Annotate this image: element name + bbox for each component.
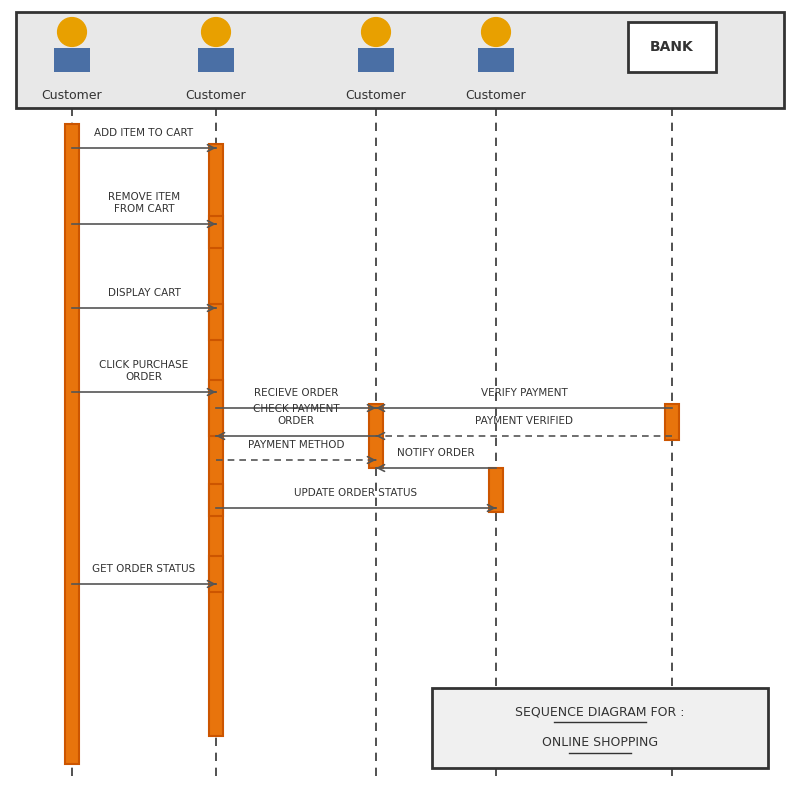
Bar bbox=[209, 556, 223, 592]
Text: SEQUENCE DIAGRAM FOR :: SEQUENCE DIAGRAM FOR : bbox=[515, 706, 685, 718]
Text: Customer: Customer bbox=[346, 89, 406, 102]
Text: PAYMENT VERIFIED: PAYMENT VERIFIED bbox=[475, 416, 573, 426]
FancyBboxPatch shape bbox=[54, 48, 90, 72]
Text: Customer: Customer bbox=[186, 89, 246, 102]
Bar bbox=[209, 144, 223, 736]
Text: DISPLAY CART: DISPLAY CART bbox=[107, 288, 181, 298]
Circle shape bbox=[362, 18, 390, 46]
Bar bbox=[489, 468, 503, 512]
FancyBboxPatch shape bbox=[358, 48, 394, 72]
FancyBboxPatch shape bbox=[478, 48, 514, 72]
Text: ONLINE SHOPPING: ONLINE SHOPPING bbox=[542, 736, 658, 749]
Circle shape bbox=[58, 18, 86, 46]
FancyBboxPatch shape bbox=[198, 48, 234, 72]
FancyBboxPatch shape bbox=[432, 688, 768, 768]
Bar bbox=[65, 124, 79, 764]
Circle shape bbox=[202, 18, 230, 46]
FancyBboxPatch shape bbox=[628, 22, 716, 72]
Bar bbox=[209, 484, 223, 516]
Bar bbox=[209, 216, 223, 248]
Text: PAYMENT METHOD: PAYMENT METHOD bbox=[248, 440, 344, 450]
Bar bbox=[369, 404, 383, 468]
Bar bbox=[209, 304, 223, 340]
Text: RECIEVE ORDER: RECIEVE ORDER bbox=[254, 388, 338, 398]
Text: VERIFY PAYMENT: VERIFY PAYMENT bbox=[481, 388, 567, 398]
Text: CHECK PAYMENT
ORDER: CHECK PAYMENT ORDER bbox=[253, 404, 339, 426]
Text: REMOVE ITEM
FROM CART: REMOVE ITEM FROM CART bbox=[108, 192, 180, 214]
FancyBboxPatch shape bbox=[16, 12, 784, 108]
Circle shape bbox=[482, 18, 510, 46]
Bar bbox=[209, 380, 223, 436]
Text: NOTIFY ORDER: NOTIFY ORDER bbox=[397, 448, 475, 458]
Text: CLICK PURCHASE
ORDER: CLICK PURCHASE ORDER bbox=[99, 360, 189, 382]
Bar bbox=[665, 404, 679, 440]
Text: Customer: Customer bbox=[42, 89, 102, 102]
Text: BANK: BANK bbox=[650, 40, 694, 54]
Text: GET ORDER STATUS: GET ORDER STATUS bbox=[92, 563, 196, 574]
Text: ADD ITEM TO CART: ADD ITEM TO CART bbox=[94, 127, 194, 138]
Text: UPDATE ORDER STATUS: UPDATE ORDER STATUS bbox=[294, 488, 418, 498]
Text: Customer: Customer bbox=[466, 89, 526, 102]
